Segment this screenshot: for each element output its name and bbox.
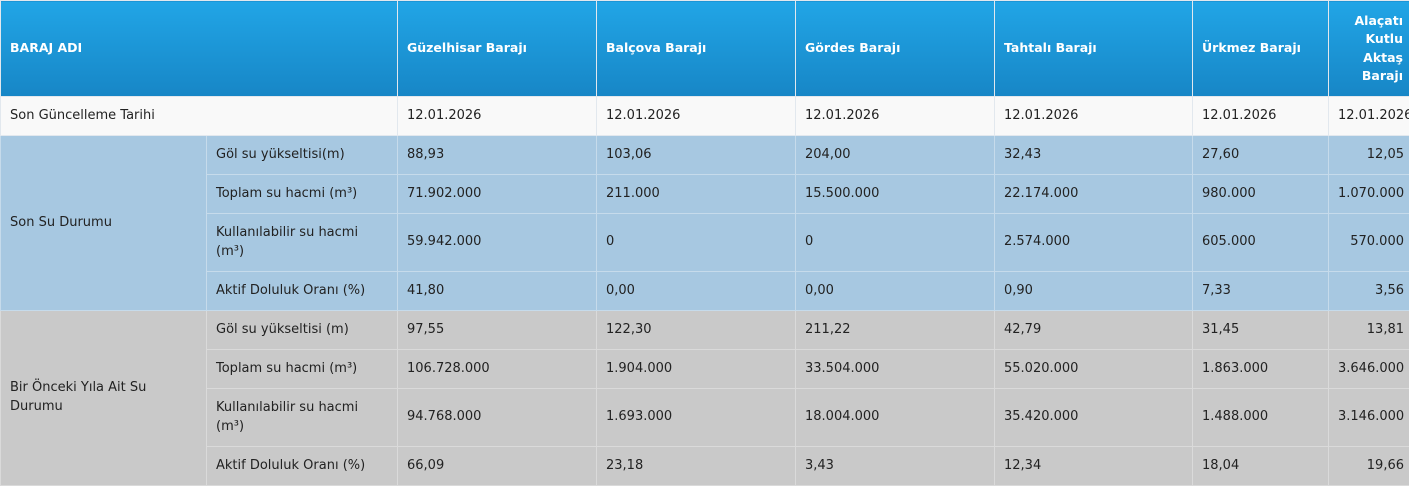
row-label: Göl su yükseltisi (m) [207, 311, 398, 350]
cell-value: 980.000 [1193, 175, 1329, 214]
last-update-date: 12.01.2026 [597, 97, 796, 136]
cell-value: 3.146.000 [1329, 389, 1409, 447]
cell-value: 570.000 [1329, 214, 1409, 272]
header-row: BARAJ ADI Güzelhisar Barajı Balçova Bara… [1, 1, 1409, 97]
cell-value: 1.693.000 [597, 389, 796, 447]
cell-value: 106.728.000 [398, 350, 597, 389]
table-row: Toplam su hacmi (m³) 71.902.000 211.000 … [1, 175, 1409, 214]
table-row: Aktif Doluluk Oranı (%) 41,80 0,00 0,00 … [1, 272, 1409, 311]
cell-value: 22.174.000 [995, 175, 1193, 214]
cell-value: 18.004.000 [796, 389, 995, 447]
cell-value: 59.942.000 [398, 214, 597, 272]
cell-value: 103,06 [597, 136, 796, 175]
cell-value: 0 [597, 214, 796, 272]
cell-value: 1.904.000 [597, 350, 796, 389]
last-update-label: Son Güncelleme Tarihi [1, 97, 398, 136]
cell-value: 3.646.000 [1329, 350, 1409, 389]
row-label: Kullanılabilir su hacmi (m³) [207, 389, 398, 447]
last-update-date: 12.01.2026 [398, 97, 597, 136]
last-update-row: Son Güncelleme Tarihi 12.01.2026 12.01.2… [1, 97, 1409, 136]
cell-value: 42,79 [995, 311, 1193, 350]
cell-value: 41,80 [398, 272, 597, 311]
group-label-current: Son Su Durumu [1, 136, 207, 311]
cell-value: 18,04 [1193, 447, 1329, 486]
cell-value: 33.504.000 [796, 350, 995, 389]
last-update-date: 12.01.2026 [1193, 97, 1329, 136]
cell-value: 605.000 [1193, 214, 1329, 272]
row-label: Toplam su hacmi (m³) [207, 175, 398, 214]
cell-value: 13,81 [1329, 311, 1409, 350]
cell-value: 0,00 [597, 272, 796, 311]
cell-value: 27,60 [1193, 136, 1329, 175]
cell-value: 55.020.000 [995, 350, 1193, 389]
row-label: Aktif Doluluk Oranı (%) [207, 272, 398, 311]
table-row: Son Su Durumu Göl su yükseltisi(m) 88,93… [1, 136, 1409, 175]
last-update-date: 12.01.2026 [1329, 97, 1409, 136]
table-row: Toplam su hacmi (m³) 106.728.000 1.904.0… [1, 350, 1409, 389]
cell-value: 0 [796, 214, 995, 272]
row-label: Kullanılabilir su hacmi (m³) [207, 214, 398, 272]
cell-value: 66,09 [398, 447, 597, 486]
cell-value: 15.500.000 [796, 175, 995, 214]
last-update-date: 12.01.2026 [995, 97, 1193, 136]
cell-value: 0,00 [796, 272, 995, 311]
cell-value: 31,45 [1193, 311, 1329, 350]
header-gordes: Gördes Barajı [796, 1, 995, 97]
cell-value: 122,30 [597, 311, 796, 350]
header-guzelhisar: Güzelhisar Barajı [398, 1, 597, 97]
header-tahtali: Tahtalı Barajı [995, 1, 1193, 97]
table-row: Kullanılabilir su hacmi (m³) 94.768.000 … [1, 389, 1409, 447]
cell-value: 211,22 [796, 311, 995, 350]
header-dam-name: BARAJ ADI [1, 1, 398, 97]
cell-value: 7,33 [1193, 272, 1329, 311]
cell-value: 23,18 [597, 447, 796, 486]
cell-value: 35.420.000 [995, 389, 1193, 447]
cell-value: 1.488.000 [1193, 389, 1329, 447]
row-label: Göl su yükseltisi(m) [207, 136, 398, 175]
header-alacati: Alaçatı Kutlu Aktaş Barajı [1329, 1, 1409, 97]
cell-value: 97,55 [398, 311, 597, 350]
cell-value: 1.863.000 [1193, 350, 1329, 389]
cell-value: 3,56 [1329, 272, 1409, 311]
cell-value: 3,43 [796, 447, 995, 486]
row-label: Aktif Doluluk Oranı (%) [207, 447, 398, 486]
table-row: Aktif Doluluk Oranı (%) 66,09 23,18 3,43… [1, 447, 1409, 486]
header-urkmez: Ürkmez Barajı [1193, 1, 1329, 97]
header-balcova: Balçova Barajı [597, 1, 796, 97]
cell-value: 32,43 [995, 136, 1193, 175]
cell-value: 12,34 [995, 447, 1193, 486]
cell-value: 0,90 [995, 272, 1193, 311]
cell-value: 12,05 [1329, 136, 1409, 175]
row-label: Toplam su hacmi (m³) [207, 350, 398, 389]
cell-value: 94.768.000 [398, 389, 597, 447]
cell-value: 2.574.000 [995, 214, 1193, 272]
cell-value: 204,00 [796, 136, 995, 175]
table-row: Kullanılabilir su hacmi (m³) 59.942.000 … [1, 214, 1409, 272]
cell-value: 19,66 [1329, 447, 1409, 486]
last-update-date: 12.01.2026 [796, 97, 995, 136]
group-label-previous: Bir Önceki Yıla Ait Su Durumu [1, 311, 207, 486]
table-row: Bir Önceki Yıla Ait Su Durumu Göl su yük… [1, 311, 1409, 350]
cell-value: 88,93 [398, 136, 597, 175]
cell-value: 71.902.000 [398, 175, 597, 214]
cell-value: 1.070.000 [1329, 175, 1409, 214]
cell-value: 211.000 [597, 175, 796, 214]
